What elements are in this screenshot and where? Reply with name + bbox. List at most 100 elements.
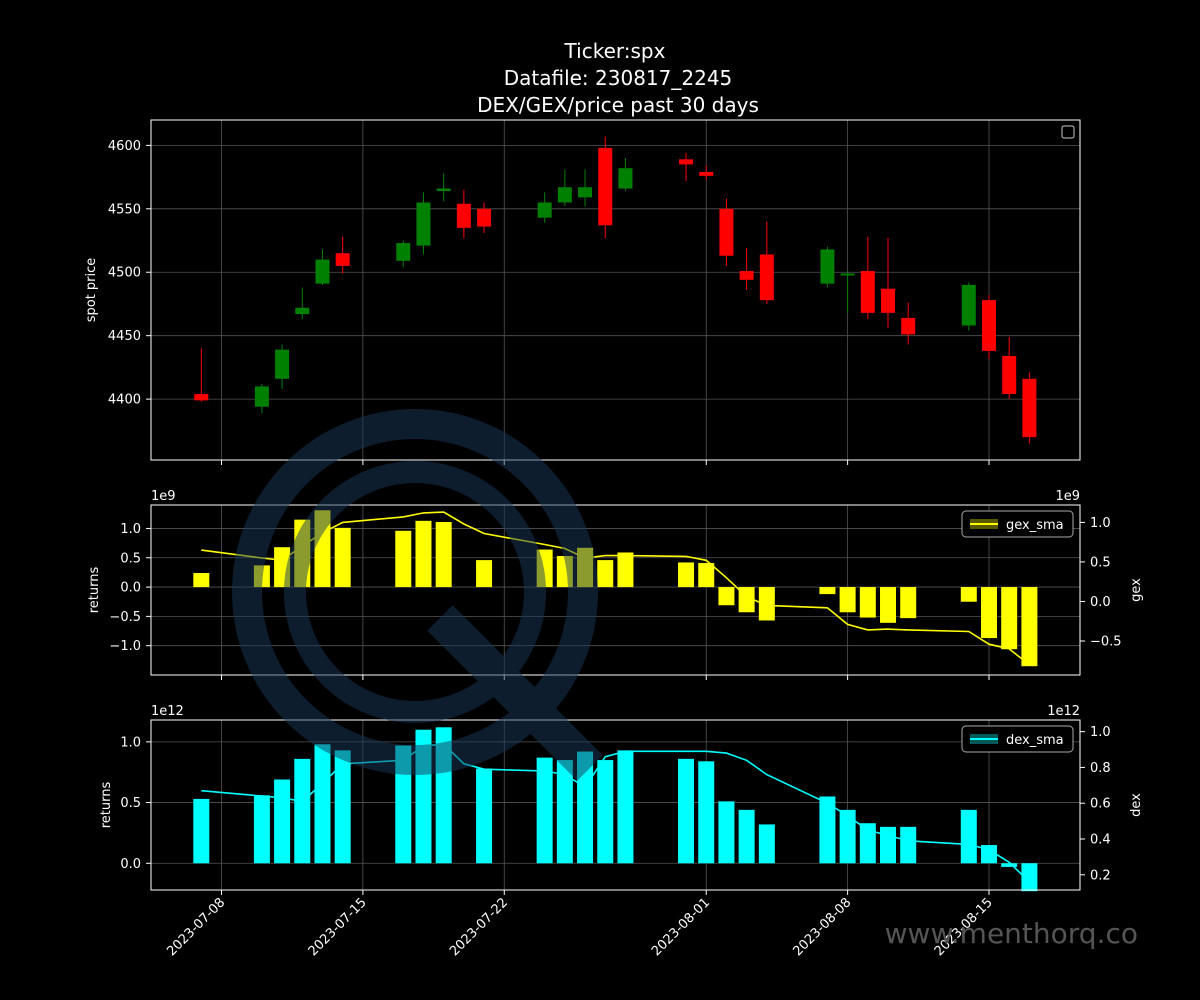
candle-body — [961, 284, 976, 326]
tick-label-right: −0.5 — [1090, 635, 1122, 650]
gex-bar — [718, 587, 735, 606]
price-panel: 4400 4450 4500 4550 4600 spot price — [84, 119, 1081, 465]
dex-bar — [536, 757, 553, 864]
dex-bar — [819, 796, 836, 864]
candle-body — [456, 203, 471, 228]
tick-label-left: 1.0 — [120, 522, 141, 537]
candle-body — [820, 249, 835, 284]
dex-bar — [193, 798, 210, 864]
candle-body — [759, 254, 774, 301]
candle-body — [840, 273, 855, 276]
gex_sma-line — [201, 511, 1030, 666]
axes-frame — [150, 504, 1081, 676]
dex-bar — [1021, 863, 1038, 892]
legend-box — [961, 510, 1074, 538]
tick-label-left: 1.0 — [120, 735, 141, 750]
candle-body — [881, 288, 896, 313]
chart-title-line-2: Datafile: 230817_2245 — [504, 66, 733, 90]
tick-label-right: 0.4 — [1090, 833, 1111, 848]
dex-bar — [274, 779, 291, 864]
tick-label-left: −1.0 — [109, 639, 141, 654]
candle-body — [396, 243, 411, 261]
axes-frame — [150, 119, 1081, 461]
offset-label-right: 1e12 — [1047, 704, 1080, 719]
gex-bar — [395, 530, 412, 588]
offset-label-left: 1e9 — [151, 489, 176, 504]
tick-label-left: 0.5 — [120, 796, 141, 811]
axis-label-right: dex — [1129, 793, 1144, 817]
candle-body — [537, 202, 552, 218]
candle-body — [254, 386, 269, 407]
legend-label: gex_sma — [1006, 518, 1064, 533]
gex-bar — [1021, 587, 1038, 667]
dex-bar — [577, 751, 594, 864]
tick-label-left: 4400 — [108, 393, 141, 408]
gex-bar — [334, 527, 351, 588]
gex-bar — [698, 563, 715, 588]
candle-body — [416, 202, 431, 246]
gex-bar — [758, 587, 775, 621]
tick-label-left: 0.5 — [120, 551, 141, 566]
dex-panel: 0.2 0.4 0.6 0.8 1.0 1e12 1e12 dex dex_sma 0.0 0.5 1… — [99, 704, 1144, 895]
tick-label-left: 0.0 — [120, 857, 141, 872]
tick-label-right: 0.6 — [1090, 797, 1111, 812]
candle-body — [578, 187, 593, 198]
gex-bar — [1001, 587, 1018, 650]
menthorq-logo-watermark — [232, 409, 603, 781]
chart-title-line-1: Ticker:spx — [564, 39, 666, 63]
dex-bar — [1001, 863, 1018, 867]
candle-body — [315, 259, 330, 284]
dex-bar — [678, 758, 695, 864]
candle-body — [699, 172, 714, 176]
candle-body — [1022, 378, 1037, 438]
legend-box — [961, 725, 1074, 753]
tick-label-right: 1.0 — [1090, 725, 1111, 740]
gex-bar — [880, 587, 897, 623]
dex-bar — [900, 826, 917, 864]
dex-bar — [334, 750, 351, 864]
candle-body — [1002, 355, 1017, 395]
tick-label-right: 0.8 — [1090, 761, 1111, 776]
dex-bar — [859, 823, 876, 864]
candle-body — [275, 349, 290, 379]
gex-bar — [617, 552, 634, 588]
dex-bar — [314, 744, 331, 864]
offset-label-right: 1e9 — [1055, 489, 1080, 504]
candle-body — [860, 270, 875, 313]
dex-bar — [395, 745, 412, 864]
candle-body — [194, 394, 209, 401]
tick-label-right: 0.0 — [1090, 595, 1111, 610]
axis-label-right: gex — [1129, 578, 1144, 602]
candle-body — [436, 188, 451, 192]
candle-body — [901, 317, 916, 335]
dex-bar — [698, 761, 715, 864]
candle-body — [295, 307, 310, 315]
axis-label-left: spot price — [84, 258, 99, 323]
tick-label-right: 0.5 — [1090, 555, 1111, 570]
candle-body — [335, 253, 350, 266]
tick-label-left: 4550 — [108, 202, 141, 217]
dex-bar — [738, 809, 755, 864]
candle-body — [739, 270, 754, 280]
dex-bar — [476, 768, 493, 864]
gex-bar — [900, 587, 917, 619]
gex-bar — [960, 587, 977, 602]
gex-bar — [415, 520, 432, 588]
tick-label-left: 4450 — [108, 329, 141, 344]
dex-bar — [617, 750, 634, 864]
dex-legend: dex_sma — [961, 725, 1074, 753]
gex-bar — [435, 522, 452, 588]
dex-bar — [960, 809, 977, 864]
axis-label-left: returns — [99, 782, 114, 829]
candle-body — [679, 159, 694, 165]
dex-bar — [880, 826, 897, 864]
dex-bar — [556, 760, 573, 864]
candle-body — [618, 168, 633, 189]
dex-bar — [294, 758, 311, 864]
tick-label-left: 0.0 — [120, 581, 141, 596]
tick-label-right: 1.0 — [1090, 516, 1111, 531]
tick-label-right: 0.2 — [1090, 868, 1111, 883]
candle-body — [982, 300, 996, 351]
price-legend-box — [1061, 125, 1075, 139]
